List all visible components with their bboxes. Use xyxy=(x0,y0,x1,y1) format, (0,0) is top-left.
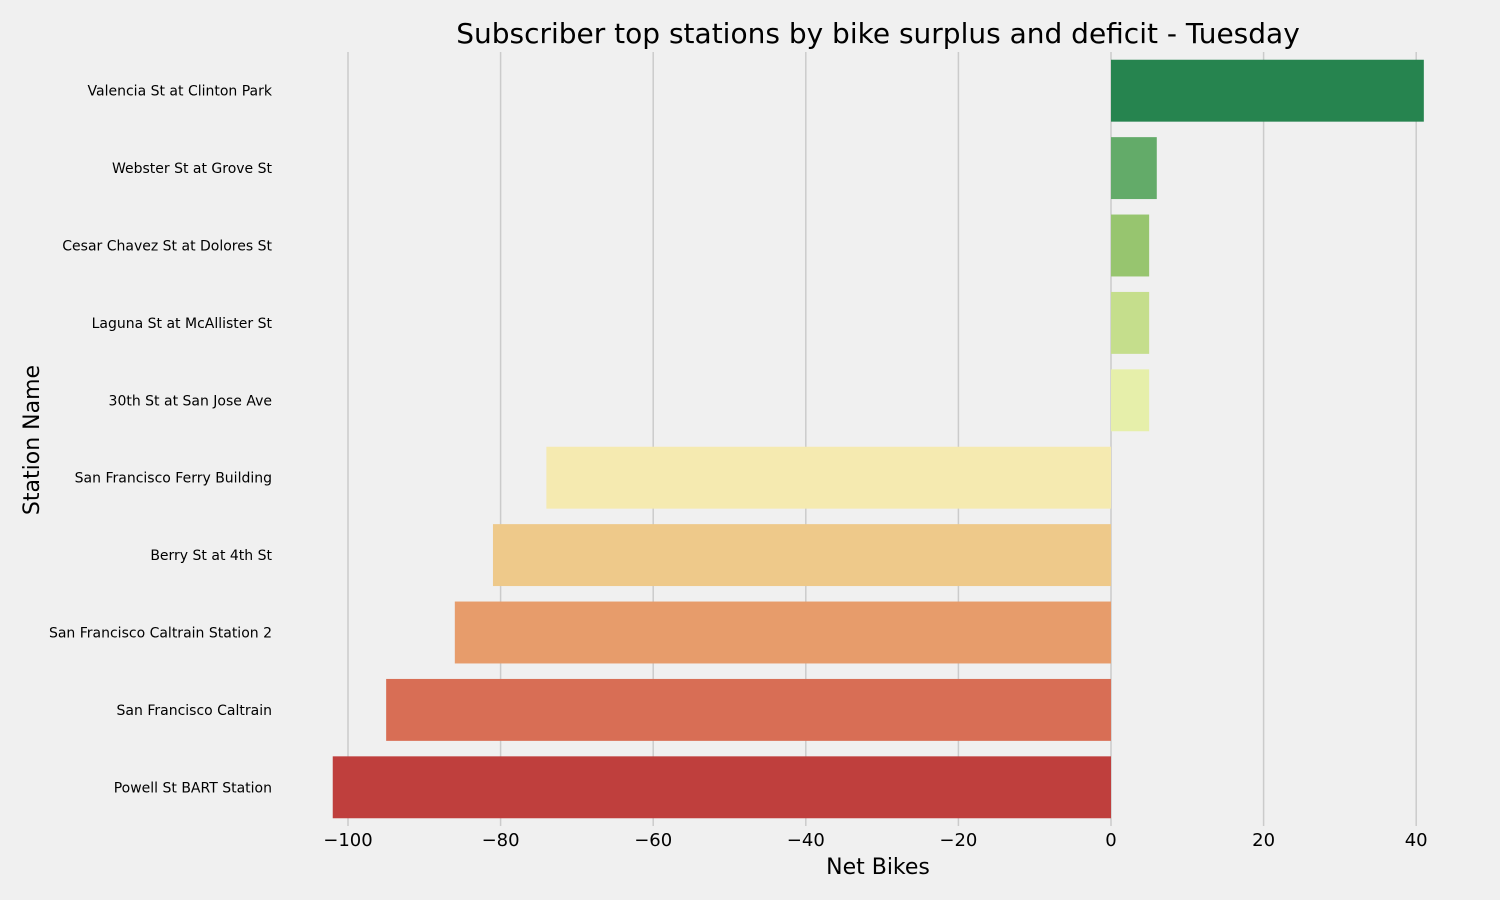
bar xyxy=(454,601,1111,664)
category-label: Valencia St at Clinton Park xyxy=(88,84,273,100)
bar xyxy=(546,446,1111,509)
category-label: Berry St at 4th St xyxy=(150,548,272,564)
category-label: Cesar Chavez St at Dolores St xyxy=(62,239,272,255)
x-tick-label: 40 xyxy=(1405,830,1428,851)
bar xyxy=(492,524,1112,587)
bar xyxy=(386,678,1111,741)
y-axis-title: Station Name xyxy=(20,365,45,515)
category-label: San Francisco Caltrain Station 2 xyxy=(49,626,272,642)
x-tick-labels: −100 −80 −60 −40 −20 0 20 40 xyxy=(323,830,1427,851)
x-axis-title: Net Bikes xyxy=(826,855,930,880)
chart-title: Subscriber top stations by bike surplus … xyxy=(456,17,1300,50)
bar xyxy=(1111,59,1424,122)
category-label: 30th St at San Jose Ave xyxy=(109,393,272,409)
x-tick-label: −20 xyxy=(939,830,977,851)
x-tick-label: 20 xyxy=(1252,830,1275,851)
bar xyxy=(332,756,1111,819)
category-label: Webster St at Grove St xyxy=(112,161,273,177)
bar xyxy=(1111,137,1157,200)
x-tick-label: −100 xyxy=(323,830,372,851)
category-label: Laguna St at McAllister St xyxy=(92,316,273,332)
x-tick-label: −40 xyxy=(787,830,825,851)
bars xyxy=(332,59,1424,819)
bar xyxy=(1111,291,1150,354)
category-labels: Valencia St at Clinton Park Webster St at… xyxy=(49,84,273,797)
bar xyxy=(1111,369,1150,432)
category-label: Powell St BART Station xyxy=(114,780,272,796)
category-label: San Francisco Ferry Building xyxy=(75,471,272,487)
x-tick-label: 0 xyxy=(1105,830,1116,851)
category-label: San Francisco Caltrain xyxy=(117,703,272,719)
x-tick-label: −60 xyxy=(634,830,672,851)
bar xyxy=(1111,214,1150,277)
x-tick-label: −80 xyxy=(482,830,520,851)
